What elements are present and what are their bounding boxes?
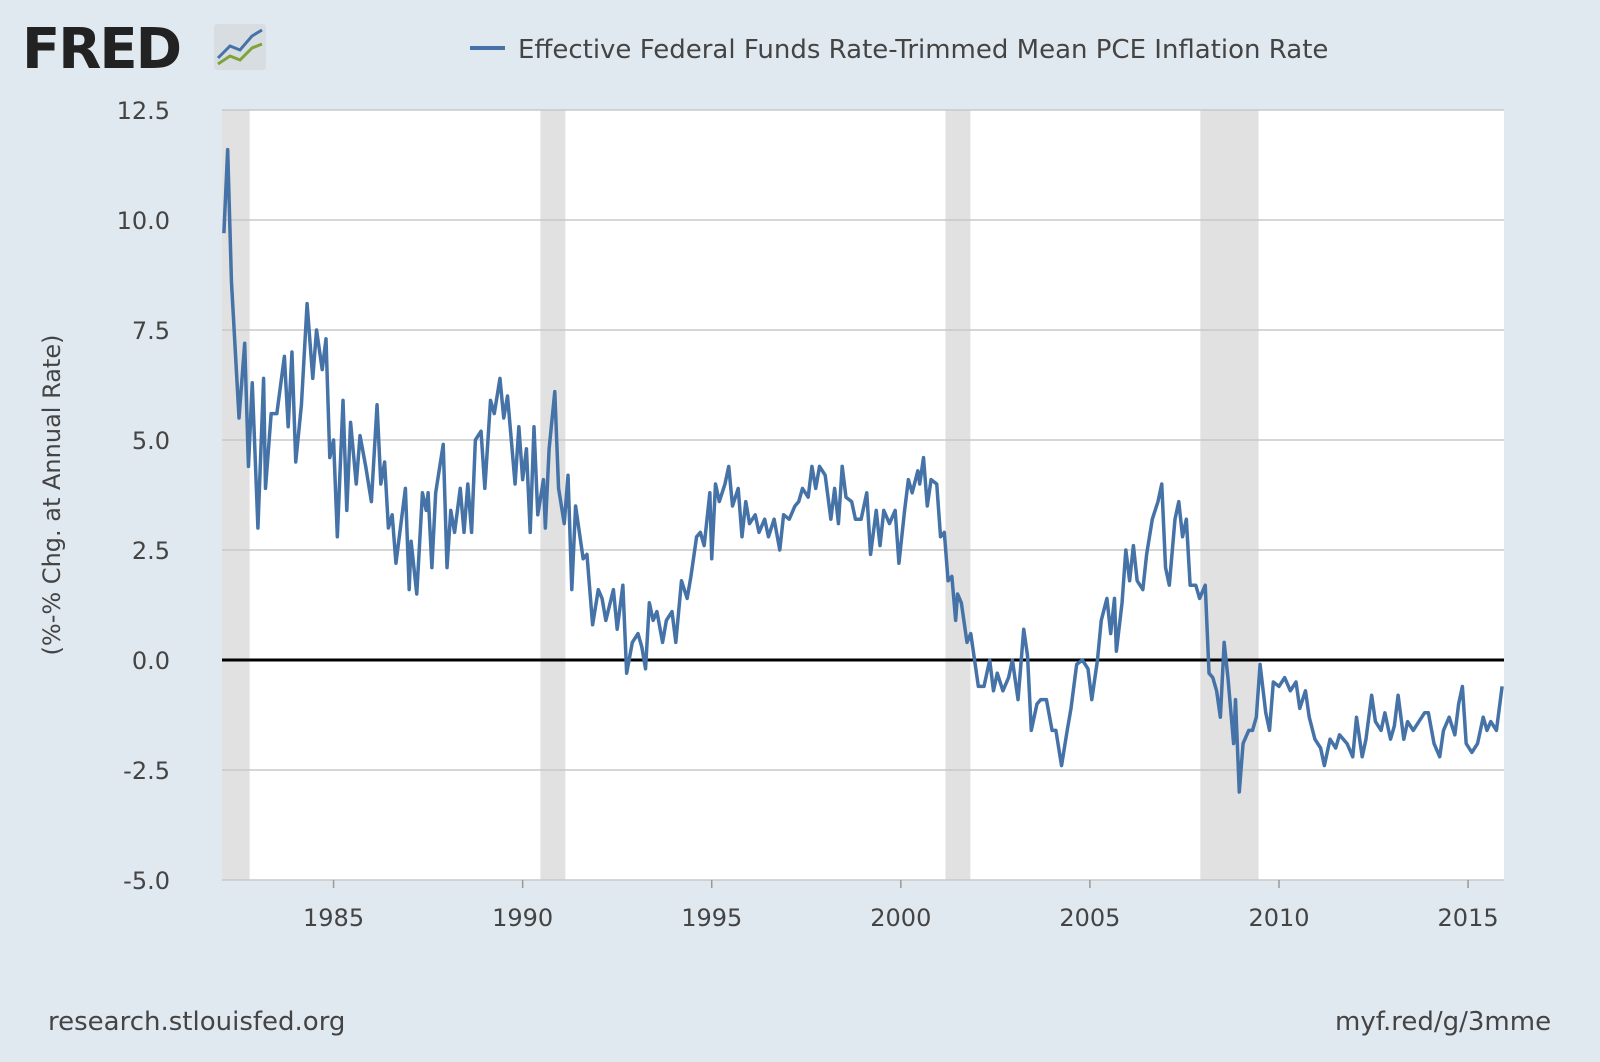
- recession-band: [1200, 110, 1259, 880]
- x-tick-label: 2000: [870, 904, 931, 932]
- recession-band: [945, 110, 971, 880]
- plot-area: [222, 110, 1504, 880]
- y-axis-label: (%-% Chg. at Annual Rate): [38, 335, 66, 656]
- series-line: [222, 147, 1504, 794]
- y-tick-label: 7.5: [132, 317, 170, 345]
- footer-source: research.stlouisfed.org: [48, 1007, 345, 1037]
- y-tick-label: 10.0: [117, 207, 170, 235]
- x-tick-label: 2005: [1059, 904, 1120, 932]
- logo-icon: [214, 24, 266, 70]
- y-tick-label: -2.5: [123, 757, 170, 785]
- y-tick-label: 12.5: [117, 97, 170, 125]
- legend-label: Effective Federal Funds Rate-Trimmed Mea…: [518, 35, 1328, 65]
- footer-link: myf.red/g/3mme: [1335, 1007, 1551, 1037]
- x-tick-label: 1995: [681, 904, 742, 932]
- x-tick-label: 2010: [1248, 904, 1309, 932]
- y-tick-label: 0.0: [132, 647, 170, 675]
- logo: FRED: [22, 17, 180, 82]
- x-tick-label: 2015: [1438, 904, 1499, 932]
- x-tick-label: 1985: [303, 904, 364, 932]
- y-tick-label: 2.5: [132, 537, 170, 565]
- y-tick-label: -5.0: [123, 867, 170, 895]
- recession-band: [222, 110, 250, 880]
- y-tick-label: 5.0: [132, 427, 170, 455]
- x-tick-label: 1990: [492, 904, 553, 932]
